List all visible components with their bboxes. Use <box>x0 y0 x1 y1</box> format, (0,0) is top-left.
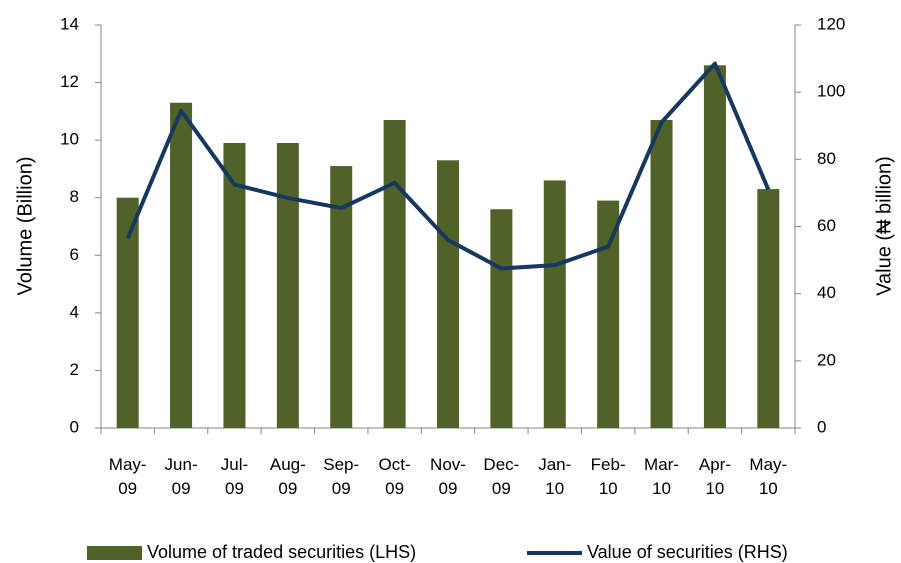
bar <box>597 200 620 428</box>
bar <box>757 189 780 428</box>
y2-tick-label: 40 <box>817 283 836 302</box>
y-tick-label: 6 <box>70 245 79 264</box>
x-tick-label: Nov-09 <box>430 455 466 498</box>
y2-tick-label: 60 <box>817 216 836 235</box>
y-tick-label: 10 <box>60 130 79 149</box>
bar <box>650 119 673 428</box>
x-tick-label: Oct-09 <box>379 455 411 498</box>
bar <box>383 119 406 428</box>
line <box>125 61 771 271</box>
x-tick-label: Sep-09 <box>323 455 359 498</box>
y2-tick-label: 20 <box>817 350 836 369</box>
y2-tick-label: 80 <box>817 149 836 168</box>
x-tick-label: Jul-09 <box>221 455 248 498</box>
y-tick-label: 4 <box>70 302 79 321</box>
x-tick-label: Dec-09 <box>483 455 519 498</box>
y-tick-label: 0 <box>70 417 79 436</box>
bar <box>437 160 459 429</box>
x-tick-label: Feb-10 <box>591 455 626 498</box>
legend-label: Value of securities (RHS) <box>587 542 788 562</box>
legend-swatch <box>87 546 142 560</box>
bar <box>703 65 726 429</box>
x-tick-label: Apr-10 <box>699 455 731 498</box>
y-axis-title: Volume (Billion) <box>14 157 36 296</box>
x-tick-label: May-10 <box>749 455 787 498</box>
y2-tick-label: 100 <box>817 82 845 101</box>
legend-label: Volume of traded securities (LHS) <box>147 542 416 562</box>
bar <box>543 180 566 428</box>
bar <box>330 166 353 429</box>
x-tick-label: Mar-10 <box>644 455 679 498</box>
bar <box>223 143 246 428</box>
y2-axis-title: Value (₦ billion) <box>873 156 895 296</box>
bar <box>116 197 139 428</box>
x-tick-label: Jun-09 <box>165 455 198 498</box>
y-tick-label: 8 <box>70 187 79 206</box>
y-tick-label: 2 <box>70 360 79 379</box>
y2-tick-label: 120 <box>817 14 845 33</box>
bar <box>276 143 299 428</box>
y-tick-label: 14 <box>60 14 79 33</box>
y-tick-label: 12 <box>60 72 79 91</box>
bar <box>170 102 193 428</box>
y2-tick-label: 0 <box>817 417 826 436</box>
x-tick-label: May-09 <box>109 455 147 498</box>
x-tick-label: Aug-09 <box>270 455 306 498</box>
x-tick-label: Jan-10 <box>538 455 571 498</box>
bar <box>490 209 513 428</box>
